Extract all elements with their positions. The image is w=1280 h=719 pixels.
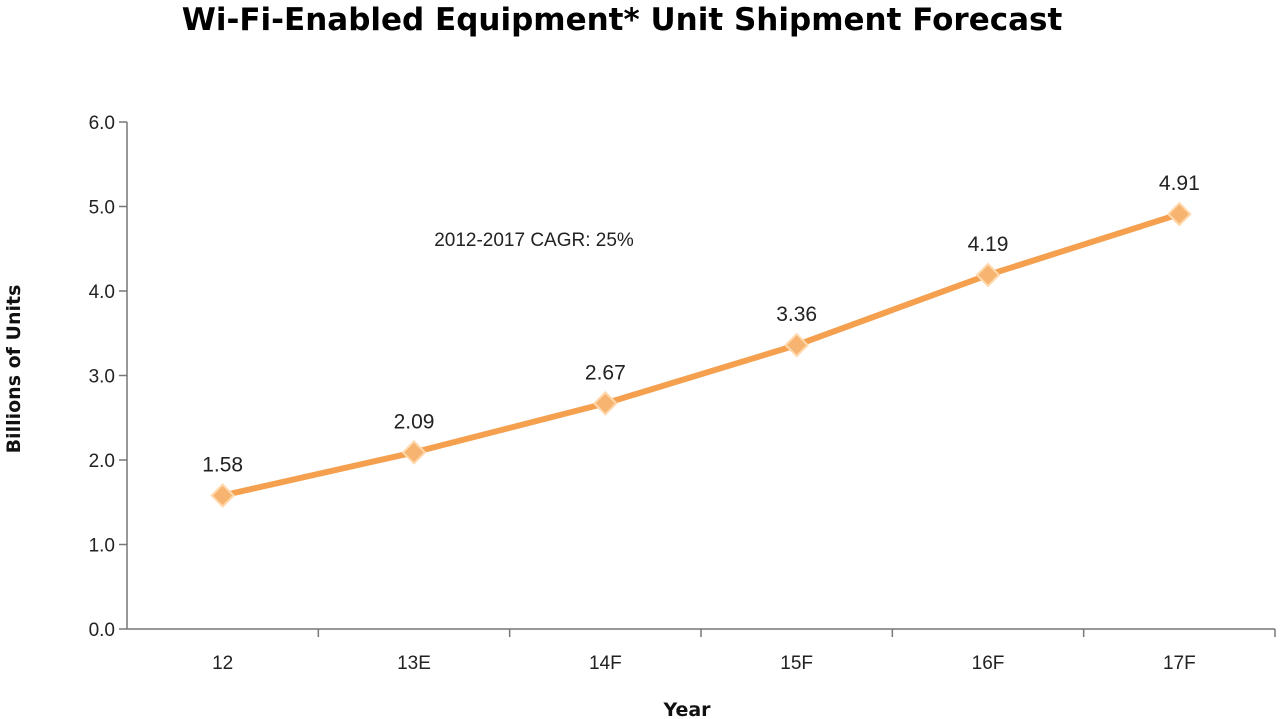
series-line	[219, 211, 1183, 499]
series-group: 1.58 2.09 2.67 3.36 4.19 4.91	[202, 172, 1200, 508]
x-tick-label: 13E	[397, 653, 431, 674]
x-tick-label: 14F	[589, 653, 622, 674]
y-tick-label: 1.0	[89, 536, 115, 557]
data-label: 2.09	[394, 410, 435, 433]
x-tick-label: 12	[212, 653, 233, 674]
y-tick-label: 3.0	[89, 367, 115, 388]
cagr-annotation: 2012-2017 CAGR: 25%	[434, 230, 634, 251]
y-tick-label: 6.0	[89, 113, 115, 134]
y-tick-label: 5.0	[89, 198, 115, 219]
data-label: 4.91	[1159, 172, 1200, 195]
y-axis-ticks: 0.0 1.0 2.0 3.0 4.0 5.0 6.0	[89, 113, 127, 641]
x-axis-title: Year	[662, 699, 711, 719]
x-tick-label: 15F	[780, 653, 813, 674]
diamond-icon	[975, 262, 1001, 288]
y-tick-label: 4.0	[89, 282, 115, 303]
diamond-icon	[210, 483, 236, 508]
plot-area: 0.01.02.03.04.05.06.0 12 13E 14F 15F 16F 17F …	[89, 113, 1276, 674]
y-tick-label: 0.0	[89, 620, 115, 641]
x-tick-label: 16F	[972, 653, 1005, 674]
x-axis-ticks: 12 13E 14F 15F 16F 17F	[212, 629, 1276, 674]
diamond-icon	[1166, 201, 1192, 227]
data-label: 3.36	[776, 303, 817, 326]
data-label: 2.67	[585, 361, 626, 384]
diamond-icon	[401, 439, 427, 465]
diamond-icon	[784, 332, 810, 358]
x-tick-label: 17F	[1163, 653, 1196, 674]
data-label: 4.19	[968, 233, 1009, 256]
y-tick-label: 2.0	[89, 451, 115, 472]
y-axis-title: Billions of Units	[3, 285, 25, 454]
chart-title: Wi-Fi-Enabled Equipment* Unit Shipment F…	[182, 2, 1063, 38]
data-label: 1.58	[202, 453, 243, 476]
diamond-icon	[592, 390, 618, 416]
